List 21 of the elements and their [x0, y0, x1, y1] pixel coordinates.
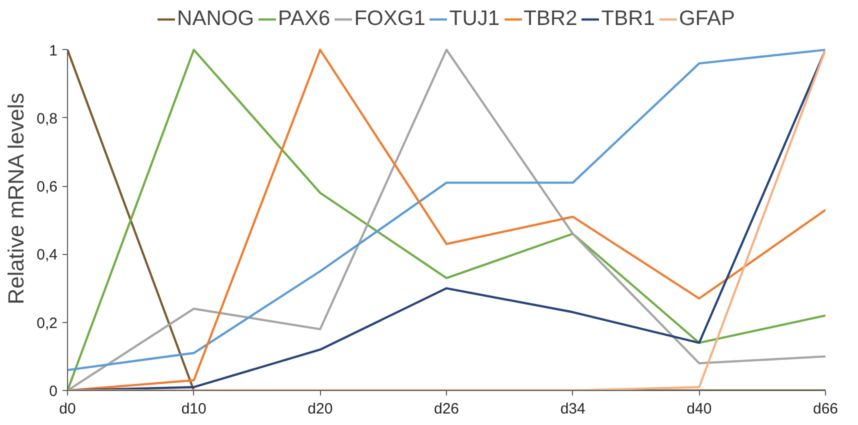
x-tick-label: d0 [59, 400, 76, 418]
legend-label: NANOG [177, 7, 254, 31]
y-tick-label: 0,2 [36, 314, 58, 332]
legend-label: TBR2 [524, 7, 578, 31]
y-tick-label: 0,4 [36, 246, 58, 264]
x-tick-label: d34 [560, 400, 586, 418]
x-tick-label: d20 [308, 400, 333, 418]
y-tick-label: 0,8 [36, 110, 58, 128]
legend-label: TUJ1 [449, 7, 500, 31]
y-tick-label: 1 [49, 42, 58, 60]
x-tick-label: d66 [812, 400, 838, 418]
legend-label: FOXG1 [354, 7, 426, 31]
x-tick-label: d26 [434, 400, 460, 418]
legend-label: TBR1 [601, 7, 655, 31]
x-tick-label: d40 [686, 400, 712, 418]
y-axis-title: Relative mRNA levels [4, 92, 29, 304]
y-tick-label: 0 [49, 383, 58, 400]
y-tick-label: 0,6 [36, 178, 58, 196]
legend-label: PAX6 [278, 7, 330, 31]
x-tick-label: d10 [181, 400, 206, 418]
legend-label: GFAP [678, 7, 735, 31]
